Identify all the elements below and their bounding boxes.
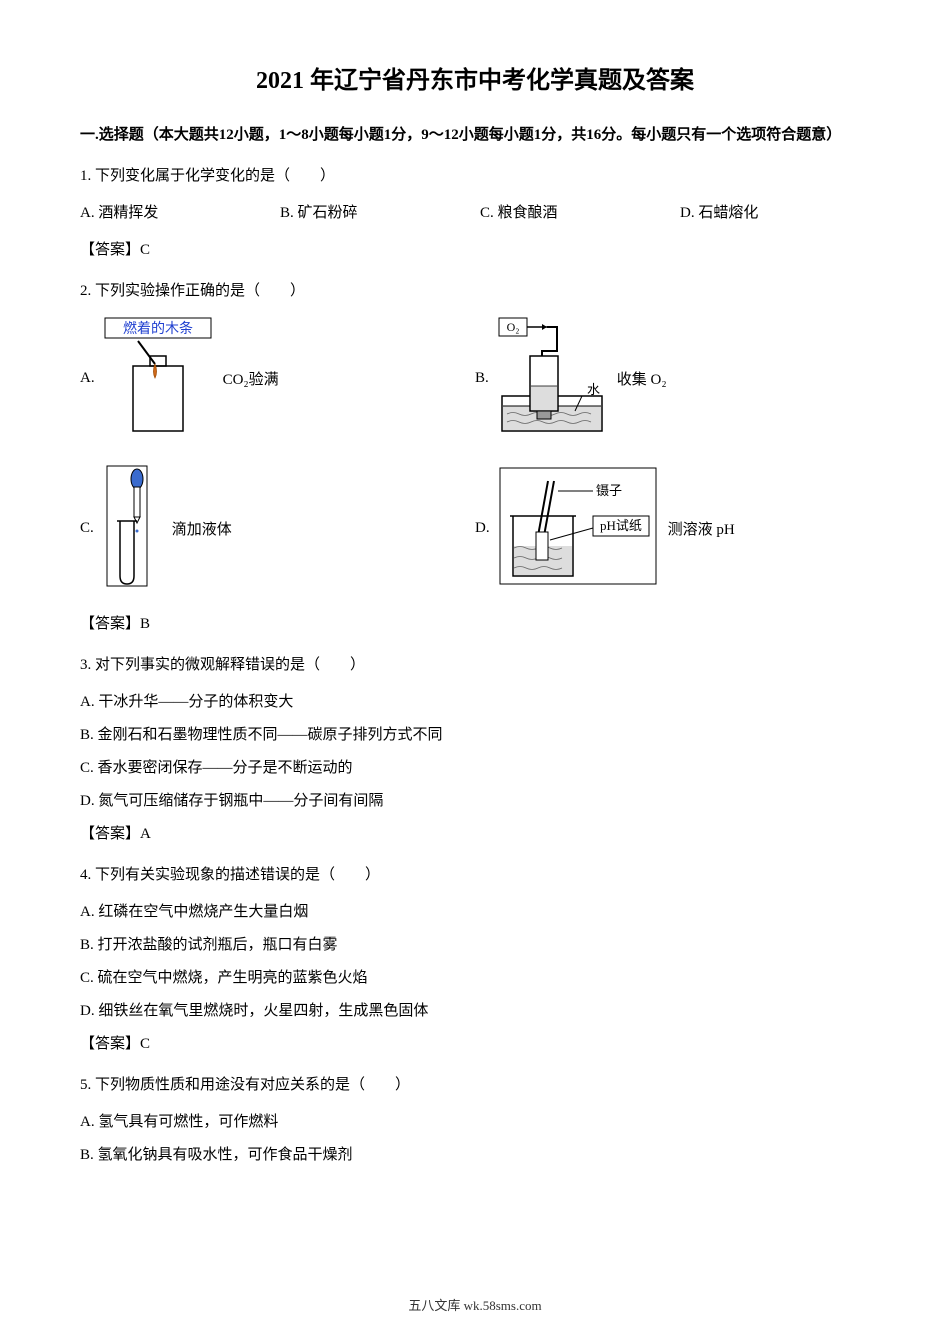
q3-opt-b: B. 金刚石和石墨物理性质不同——碳原子排列方式不同 bbox=[80, 719, 870, 752]
q1-stem: 1. 下列变化属于化学变化的是（ ） bbox=[80, 160, 870, 193]
q1-options: A. 酒精挥发 B. 矿石粉碎 C. 粮食酿酒 D. 石蜡熔化 bbox=[80, 197, 870, 230]
q4-answer: 【答案】C bbox=[80, 1028, 870, 1061]
q2-diagram-b-o2label: O₂ bbox=[506, 320, 519, 334]
q1-opt-d: D. 石蜡熔化 bbox=[680, 197, 860, 230]
q2-opt-b-desc: 收集 O₂ bbox=[617, 368, 667, 389]
q2-opt-d-cell: D. 镊子 bbox=[475, 461, 870, 596]
q2-opt-c-cell: C. 滴加液体 bbox=[80, 461, 475, 596]
q2-opt-a-cell: A. 燃着的木条 CO₂验满 bbox=[80, 316, 475, 441]
q2-opt-b-label: B. bbox=[475, 370, 489, 387]
q2-opt-d-label: D. bbox=[475, 520, 490, 537]
q4-opt-b: B. 打开浓盐酸的试剂瓶后，瓶口有白雾 bbox=[80, 929, 870, 962]
q3-answer: 【答案】A bbox=[80, 818, 870, 851]
section-header-1: 一.选择题（本大题共12小题，1～8小题每小题1分，9～12小题每小题1分，共1… bbox=[80, 119, 870, 152]
q2-opt-b-cell: B. O₂ bbox=[475, 316, 870, 441]
page-footer: 五八文库 wk.58sms.com bbox=[0, 1295, 950, 1314]
q2-diagram-b-waterlabel: 水 bbox=[587, 382, 600, 397]
q4-stem: 4. 下列有关实验现象的描述错误的是（ ） bbox=[80, 859, 870, 892]
q2-opt-c-desc: 滴加液体 bbox=[172, 518, 232, 539]
q2-diagram-a-label: 燃着的木条 bbox=[123, 320, 193, 337]
q1-opt-b: B. 矿石粉碎 bbox=[280, 197, 480, 230]
q2-opt-d-desc: 测溶液 pH bbox=[668, 518, 735, 539]
q1-opt-a: A. 酒精挥发 bbox=[80, 197, 280, 230]
q1-opt-c: C. 粮食酿酒 bbox=[480, 197, 680, 230]
q3-opt-d: D. 氮气可压缩储存于钢瓶中——分子间有间隔 bbox=[80, 785, 870, 818]
q3-opt-a: A. 干冰升华——分子的体积变大 bbox=[80, 686, 870, 719]
q1-answer: 【答案】C bbox=[80, 234, 870, 267]
page-title: 2021 年辽宁省丹东市中考化学真题及答案 bbox=[80, 60, 870, 95]
q2-stem: 2. 下列实验操作正确的是（ ） bbox=[80, 275, 870, 308]
q2-diagram-d-tweezerlabel: 镊子 bbox=[596, 483, 622, 498]
q4-opt-d: D. 细铁丝在氧气里燃烧时，火星四射，生成黑色固体 bbox=[80, 995, 870, 1028]
q2-answer: 【答案】B bbox=[80, 608, 870, 641]
q2-diagram-a: 燃着的木条 bbox=[103, 316, 213, 441]
q5-stem: 5. 下列物质性质和用途没有对应关系的是（ ） bbox=[80, 1069, 870, 1102]
q3-stem: 3. 对下列事实的微观解释错误的是（ ） bbox=[80, 649, 870, 682]
q2-opt-a-label: A. bbox=[80, 370, 95, 387]
q2-diagram-c bbox=[102, 461, 162, 596]
q5-opt-a: A. 氢气具有可燃性，可作燃料 bbox=[80, 1106, 870, 1139]
q2-opt-c-label: C. bbox=[80, 520, 94, 537]
q4-opt-a: A. 红磷在空气中燃烧产生大量白烟 bbox=[80, 896, 870, 929]
q2-diagram-b: O₂ bbox=[497, 316, 607, 441]
q5-opt-b: B. 氢氧化钠具有吸水性，可作食品干燥剂 bbox=[80, 1139, 870, 1172]
q2-opt-a-desc: CO₂验满 bbox=[223, 368, 279, 389]
q4-opt-c: C. 硫在空气中燃烧，产生明亮的蓝紫色火焰 bbox=[80, 962, 870, 995]
q3-opt-c: C. 香水要密闭保存——分子是不断运动的 bbox=[80, 752, 870, 785]
q2-diagram-d: 镊子 pH试纸 bbox=[498, 466, 658, 591]
q2-options-grid: A. 燃着的木条 CO₂验满 B. O₂ bbox=[80, 316, 870, 596]
q2-diagram-d-paperlabel: pH试纸 bbox=[600, 518, 642, 533]
